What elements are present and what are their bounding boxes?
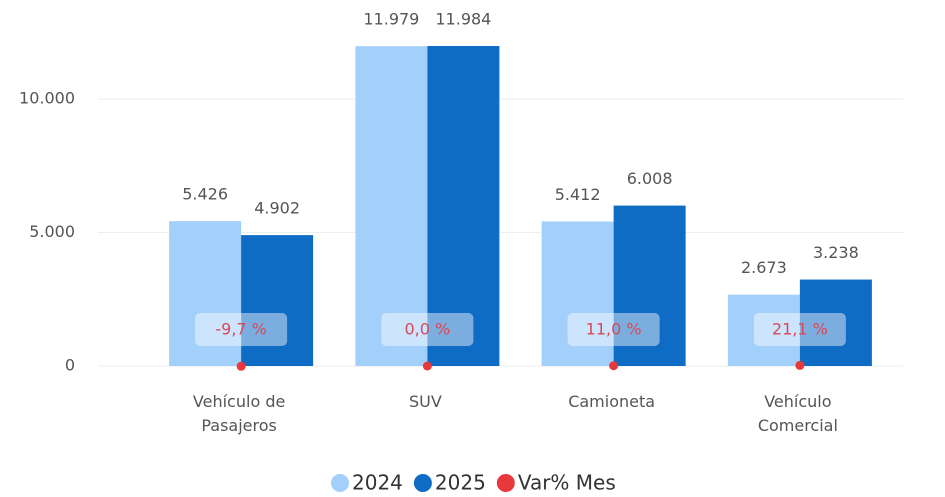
var-label-box bbox=[753, 313, 846, 346]
bar bbox=[541, 221, 614, 366]
data-label: 4.902 bbox=[254, 199, 300, 218]
data-label: 5.412 bbox=[555, 185, 601, 204]
var-label: 11,0 % bbox=[586, 320, 642, 339]
data-label: 6.008 bbox=[627, 169, 673, 188]
var-point bbox=[609, 361, 619, 371]
legend-label: 2024 bbox=[352, 471, 403, 495]
bar bbox=[727, 294, 800, 366]
var-point bbox=[422, 361, 432, 371]
var-label-box bbox=[567, 313, 660, 346]
x-tick-label: Vehículo de Pasajeros bbox=[192, 392, 286, 435]
var-label-box bbox=[381, 313, 474, 346]
var-point bbox=[236, 361, 246, 371]
data-label: 2.673 bbox=[741, 258, 787, 277]
data-label: 11.979 bbox=[363, 10, 419, 29]
legend-marker bbox=[496, 474, 515, 492]
x-tick-label: SUV bbox=[408, 392, 442, 411]
x-tick-label: Camioneta bbox=[568, 392, 656, 411]
bar bbox=[169, 221, 242, 366]
data-label: 11.984 bbox=[435, 10, 491, 29]
bar bbox=[799, 279, 872, 366]
legend-marker bbox=[331, 474, 349, 492]
data-label: 5.426 bbox=[182, 185, 228, 204]
bar bbox=[427, 46, 500, 367]
legend-label: 2025 bbox=[435, 471, 486, 495]
legend-marker bbox=[413, 474, 432, 492]
y-tick-label: 0 bbox=[65, 356, 75, 375]
bar bbox=[613, 205, 686, 366]
var-label: 0,0 % bbox=[405, 320, 451, 339]
y-tick-label: 5.000 bbox=[29, 222, 75, 241]
y-tick-label: 10.000 bbox=[19, 89, 75, 108]
var-label: 21,1 % bbox=[772, 320, 828, 339]
var-point bbox=[795, 360, 805, 370]
bar bbox=[355, 46, 428, 366]
data-label: 3.238 bbox=[813, 243, 859, 262]
var-label-box bbox=[195, 313, 288, 346]
legend-label: Var% Mes bbox=[518, 471, 616, 495]
bar bbox=[241, 235, 314, 366]
x-tick-label: Vehículo Comercial bbox=[757, 392, 838, 435]
var-label: -9,7 % bbox=[215, 320, 267, 339]
